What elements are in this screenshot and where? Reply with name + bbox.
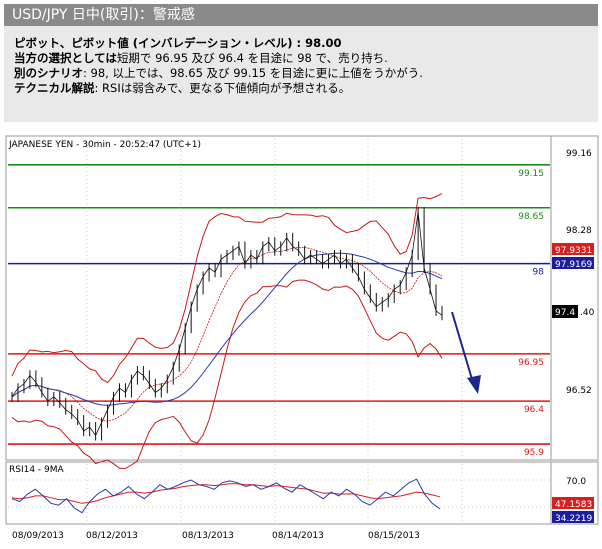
moving-average bbox=[11, 252, 443, 406]
x-label-2: 08/13/2013 bbox=[182, 531, 234, 541]
tag-upper-band: 97.9331 bbox=[555, 246, 592, 256]
lower-band bbox=[11, 279, 443, 469]
tag-last-price-bg bbox=[552, 305, 578, 318]
tag-ma-bg bbox=[552, 257, 594, 269]
x-label-0: 08/09/2013 bbox=[12, 531, 64, 541]
tag-last-price: 97.4 bbox=[555, 308, 575, 318]
close-line bbox=[11, 212, 443, 437]
tag-rsi-bg bbox=[552, 497, 594, 509]
main-caption: JAPANESE YEN - 30min - 20:52:47 (UTC+1) bbox=[8, 140, 201, 150]
analysis-header: USD/JPY 日中(取引)：警戒感 ピボット、ピボット値 (インバレデーション… bbox=[4, 4, 598, 122]
axis-tick-96-52: 96.52 bbox=[566, 386, 592, 396]
bollinger-bands bbox=[11, 193, 443, 469]
x-label-4: 08/15/2013 bbox=[368, 531, 420, 541]
rsi-panel-frame bbox=[5, 461, 599, 525]
technical-line: テクニカル解説: RSIは弱含みで、更なる下値傾向が予想される。 bbox=[14, 81, 351, 95]
tag-rsi-ma-bg bbox=[552, 511, 594, 523]
axis-tick-40: .40 bbox=[580, 308, 595, 318]
middle-band bbox=[11, 247, 443, 422]
rsi-lines bbox=[11, 478, 441, 514]
level-label-2: 98 bbox=[533, 268, 545, 278]
pivot-line: ピボット、ピボット値 (インバレデーション・レベル) : 98.00 bbox=[14, 36, 342, 50]
x-label-3: 08/14/2013 bbox=[272, 531, 324, 541]
price-bars bbox=[11, 207, 443, 441]
forecast-arrow bbox=[451, 311, 475, 387]
level-label-5: 95.9 bbox=[524, 448, 544, 458]
level-label-4: 96.4 bbox=[524, 405, 544, 415]
rsi-caption: RSI14 - 9MA bbox=[9, 465, 65, 475]
rsi-ma-line bbox=[11, 483, 441, 504]
rsi-axis-tick-70: 70.0 bbox=[566, 477, 586, 487]
axis-tick-99-16: 99.16 bbox=[566, 149, 592, 159]
main-panel-frame bbox=[5, 135, 599, 461]
forecast-arrowhead bbox=[467, 375, 481, 394]
level-label-0: 99.15 bbox=[518, 169, 544, 179]
level-lines: 99.15 98.65 98 96.95 96.4 95.9 bbox=[8, 163, 550, 458]
tag-rsi: 47.1583 bbox=[555, 500, 592, 510]
upper-band bbox=[11, 193, 443, 384]
axis-tick-98-28: 98.28 bbox=[566, 226, 592, 236]
tag-rsi-ma: 34.2219 bbox=[555, 514, 592, 524]
tag-ma: 97.9169 bbox=[555, 260, 592, 270]
grid-lines bbox=[8, 139, 550, 523]
alternative-line: 別のシナリオ: 98, 以上では、98.65 及び 99.15 を目途に更に上値… bbox=[14, 66, 423, 80]
header-title: USD/JPY 日中(取引)：警戒感 bbox=[4, 4, 598, 26]
x-label-1: 08/12/2013 bbox=[86, 531, 138, 541]
level-label-3: 96.95 bbox=[518, 358, 544, 368]
preference-line: 当方の選択としては短期で 96.95 及び 96.4 を目途に 98 で、売り持… bbox=[14, 51, 388, 65]
tag-upper-band-bg bbox=[552, 243, 594, 255]
header-text: ピボット、ピボット値 (インバレデーション・レベル) : 98.00 当方の選択… bbox=[14, 36, 594, 96]
level-label-1: 98.65 bbox=[518, 212, 544, 222]
rsi-line bbox=[11, 478, 441, 514]
